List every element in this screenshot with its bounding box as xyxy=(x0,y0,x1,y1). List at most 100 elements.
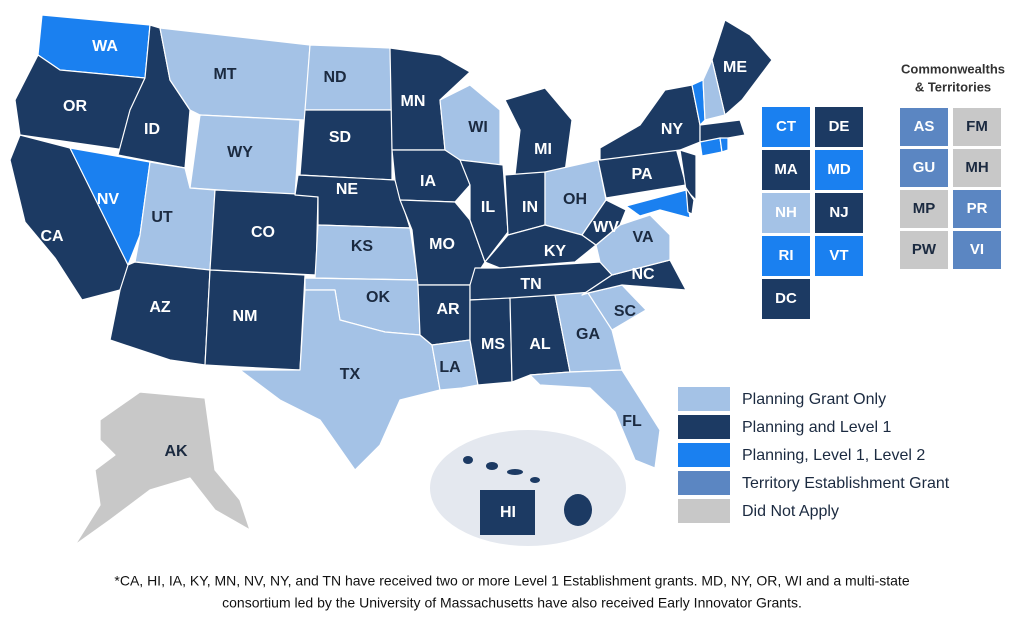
region-shape xyxy=(507,469,523,475)
label: Planning Grant Only xyxy=(742,391,886,408)
color-box xyxy=(762,150,810,190)
label: MP xyxy=(913,200,936,217)
label: ND xyxy=(323,69,346,86)
label: KY xyxy=(544,243,567,260)
label: IA xyxy=(420,173,436,190)
color-box xyxy=(900,149,948,187)
label: AL xyxy=(529,336,551,353)
label: NC xyxy=(631,266,655,283)
label: NV xyxy=(97,191,120,208)
label: CT xyxy=(776,118,796,135)
region-shape xyxy=(304,44,393,111)
color-box xyxy=(953,108,1001,146)
color-box xyxy=(480,490,535,535)
label: DC xyxy=(775,290,797,307)
label: MS xyxy=(481,336,505,353)
region-shape xyxy=(564,494,592,526)
territories: Commonwealths & Territories AS FM GU MH M… xyxy=(900,61,1005,269)
color-box xyxy=(900,108,948,146)
label: WI xyxy=(468,119,488,136)
region-shape xyxy=(204,269,306,371)
label: IL xyxy=(481,199,495,216)
color-box xyxy=(762,279,810,319)
label: AK xyxy=(164,443,188,460)
color-box xyxy=(678,471,730,495)
color-box xyxy=(678,415,730,439)
label: WV xyxy=(593,219,619,236)
region-shape xyxy=(625,189,691,219)
label: UT xyxy=(151,209,173,226)
region-shape xyxy=(504,87,573,176)
label: & Territories xyxy=(915,79,991,94)
label: AZ xyxy=(149,299,171,316)
region-shape xyxy=(599,84,701,161)
label: Did Not Apply xyxy=(742,503,839,520)
label: NH xyxy=(775,204,797,221)
region-shape xyxy=(463,456,473,464)
label: NJ xyxy=(829,204,848,221)
color-box xyxy=(762,193,810,233)
label: TX xyxy=(340,366,361,383)
region-shape xyxy=(702,59,726,121)
label: FL xyxy=(622,413,642,430)
label: Commonwealths xyxy=(901,61,1005,76)
label: WA xyxy=(92,38,118,55)
label: GA xyxy=(576,326,600,343)
label: NE xyxy=(336,181,359,198)
color-box xyxy=(953,190,1001,228)
color-box xyxy=(815,150,863,190)
color-box xyxy=(678,499,730,523)
label: PW xyxy=(912,241,937,258)
label: DE xyxy=(829,118,850,135)
region-shape xyxy=(581,199,627,246)
small-state-boxes: CT DE MA MD NH NJ RI VT DC xyxy=(762,107,863,319)
color-box xyxy=(762,236,810,276)
region-shape xyxy=(699,119,746,143)
label: MA xyxy=(774,161,797,178)
label: VA xyxy=(632,229,653,246)
label: VI xyxy=(970,241,984,258)
label: CO xyxy=(251,224,275,241)
label: VT xyxy=(829,247,848,264)
label: Territory Establishment Grant xyxy=(742,475,950,492)
label: MD xyxy=(827,161,850,178)
region-shape xyxy=(685,187,695,215)
color-box xyxy=(815,193,863,233)
label: NY xyxy=(661,121,684,138)
label: AR xyxy=(436,301,460,318)
footnote: *CA, HI, IA, KY, MN, NV, NY, and TN have… xyxy=(114,573,909,589)
label: MI xyxy=(534,141,552,158)
label: MH xyxy=(965,159,988,176)
region-shape xyxy=(719,137,729,153)
region-shape xyxy=(529,369,661,469)
color-box xyxy=(900,190,948,228)
region-shape xyxy=(469,297,513,386)
label: HI xyxy=(500,504,516,521)
color-box xyxy=(815,107,863,147)
label: RI xyxy=(779,247,794,264)
label: CA xyxy=(40,228,64,245)
label: ME xyxy=(723,59,747,76)
map xyxy=(9,14,773,546)
footnote: consortium led by the University of Mass… xyxy=(222,595,802,611)
label: PR xyxy=(967,200,988,217)
label: Planning, Level 1, Level 2 xyxy=(742,447,925,464)
region-shape xyxy=(74,391,251,546)
label: IN xyxy=(522,199,538,216)
color-box xyxy=(815,236,863,276)
label: LA xyxy=(439,359,461,376)
label: MO xyxy=(429,236,455,253)
label: TN xyxy=(520,276,541,293)
label: Planning and Level 1 xyxy=(742,419,892,436)
label: WY xyxy=(227,144,253,161)
region-shape xyxy=(431,339,479,391)
color-box xyxy=(762,107,810,147)
label: GU xyxy=(913,159,936,176)
label: SD xyxy=(329,129,351,146)
color-box xyxy=(678,387,730,411)
label: OK xyxy=(366,289,390,306)
label: ID xyxy=(144,121,160,138)
label: PA xyxy=(631,166,652,183)
label: NM xyxy=(233,308,258,325)
